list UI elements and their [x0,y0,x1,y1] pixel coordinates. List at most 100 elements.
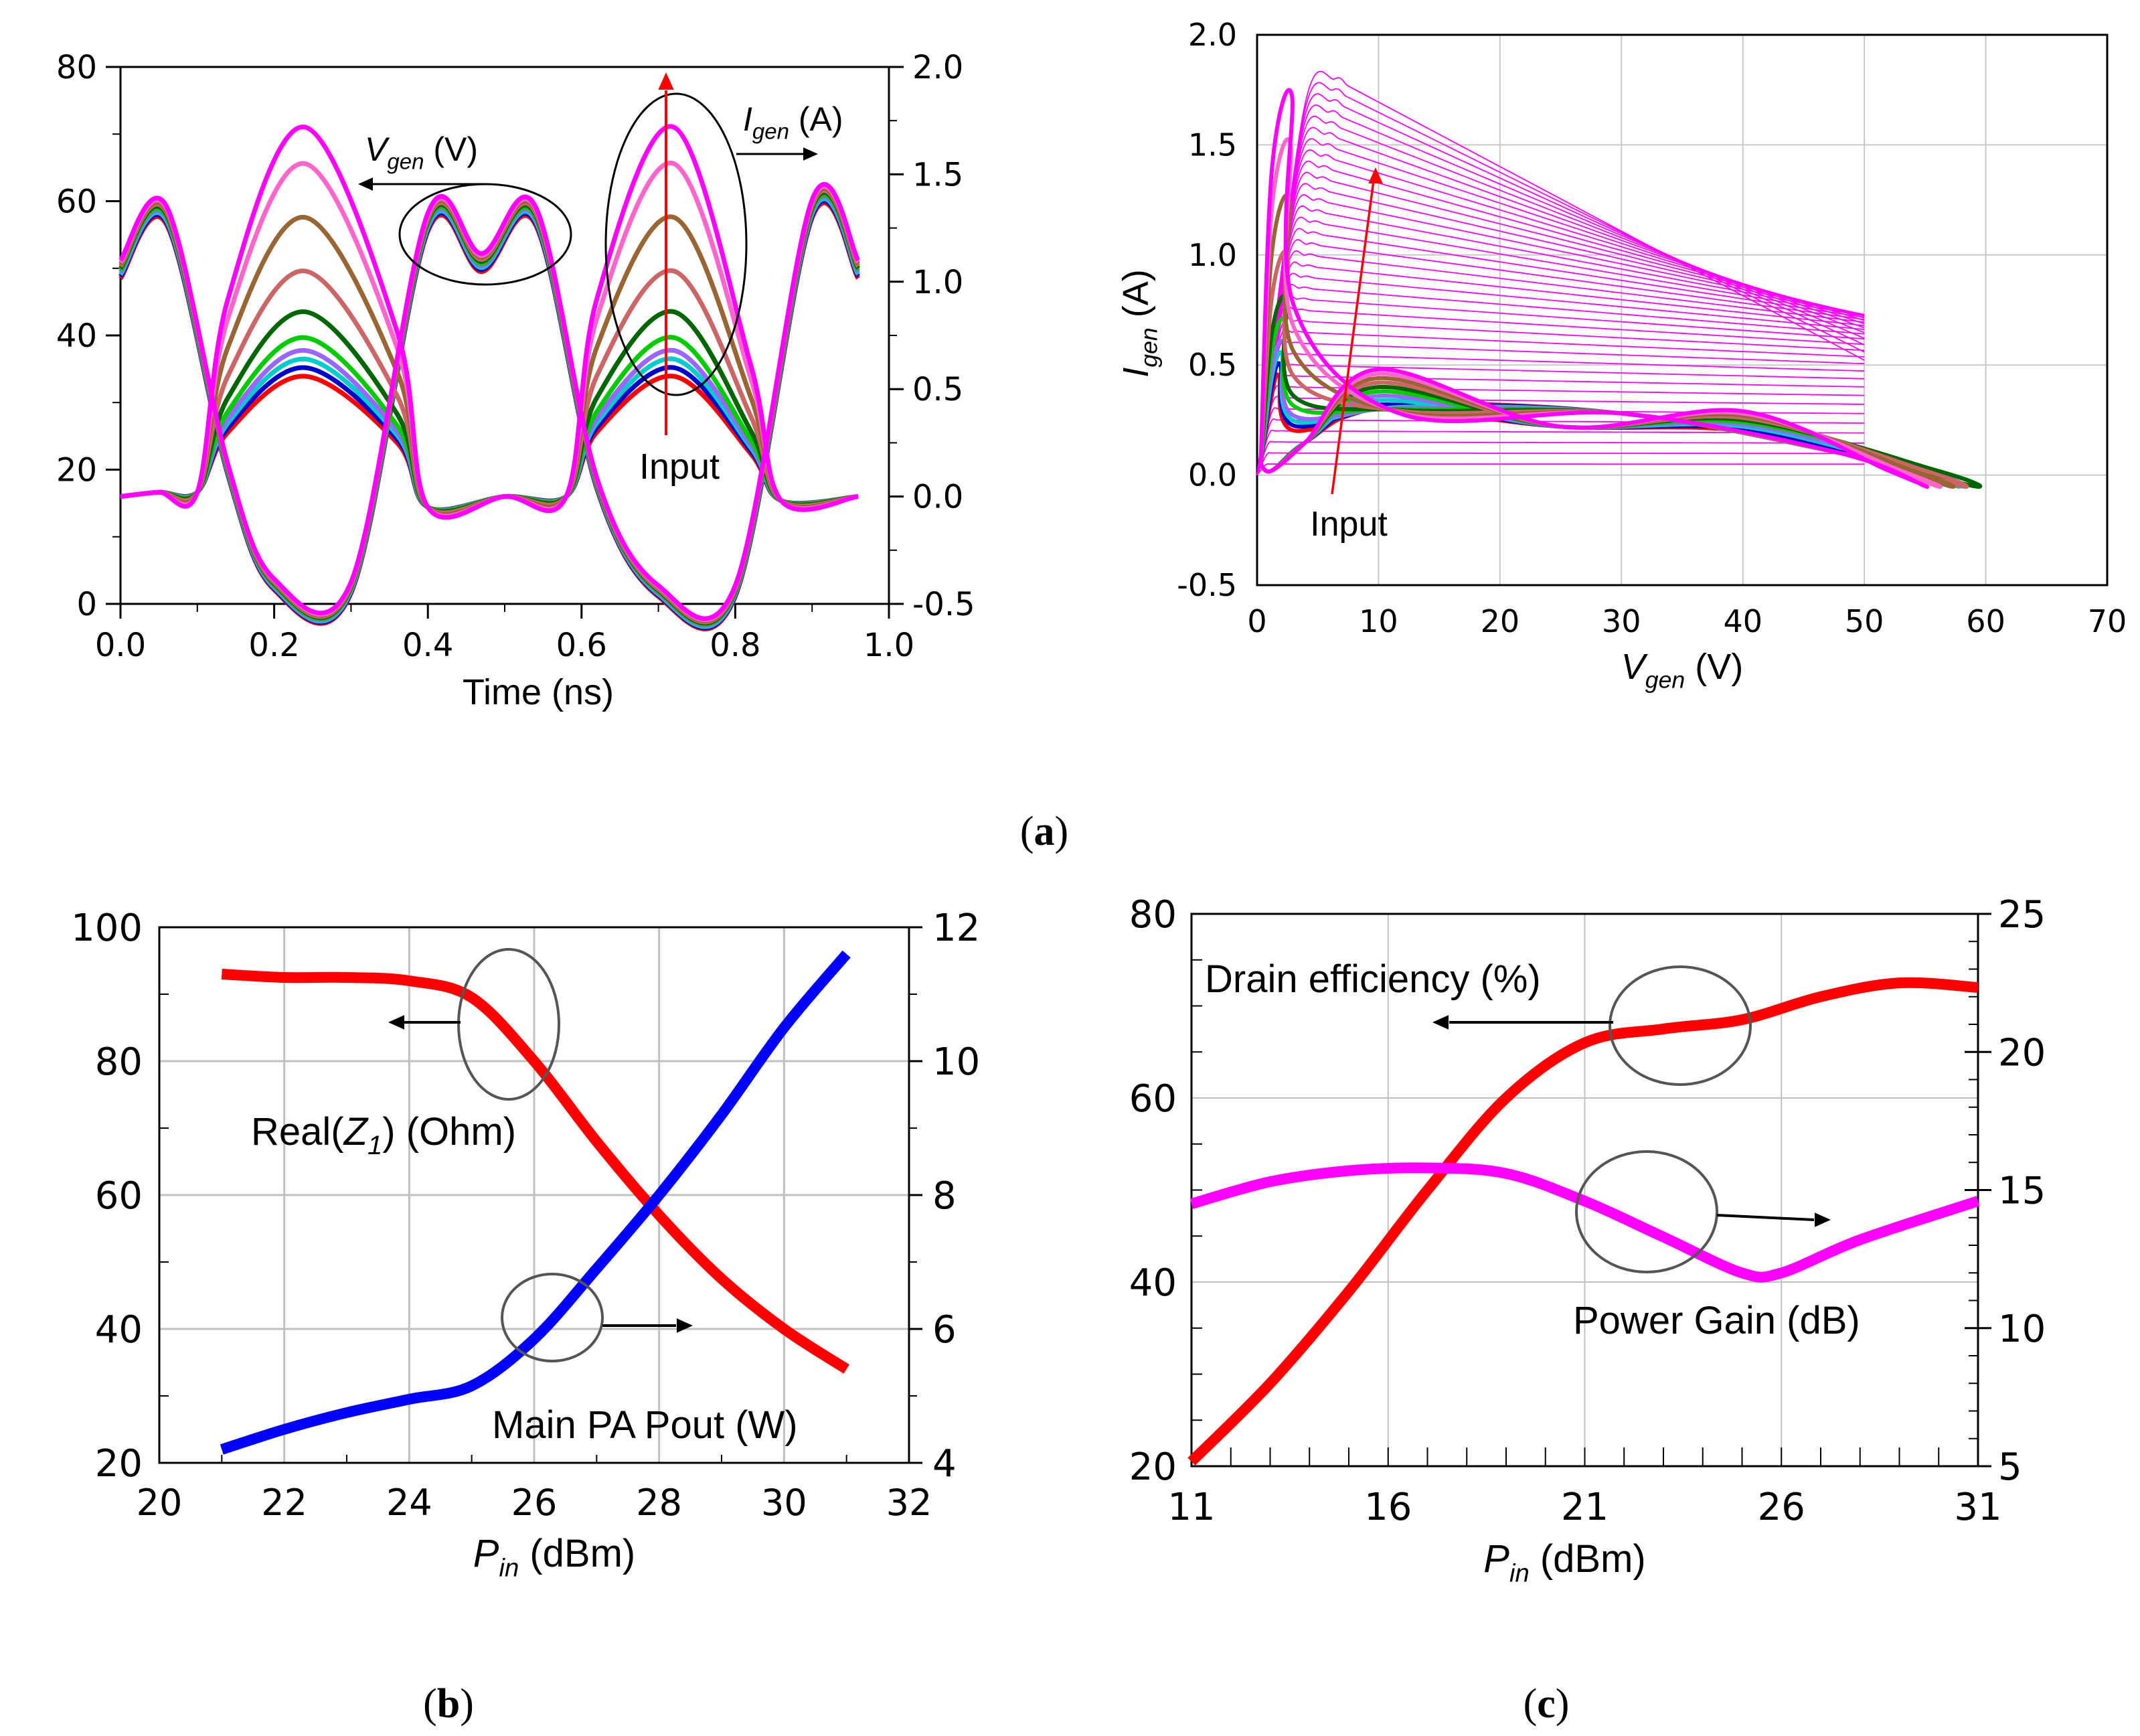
b-x-axis-label: Pin (dBm) [473,1532,635,1583]
panel-b-impedance-pout: 20 22 24 26 28 30 32 20 40 60 80 100 4 6 8 10 12 Pin (dBm… [71,906,980,1583]
b-x-tick-label: 28 [636,1482,682,1524]
c-power-gain-label: Power Gain (dB) [1573,1299,1860,1342]
c-y-right-tick-label: 15 [1998,1170,2046,1213]
a2-iv-curve [1256,339,1865,475]
a2-x-tick-label: 20 [1481,603,1520,639]
b-y-right-tick-label: 4 [932,1442,957,1486]
a2-y-axis-label: Igen (A) [1116,269,1163,377]
a1-current-ellipse [604,92,748,396]
a1-input-label: Input [639,447,720,487]
a2-x-axis-label: Vgen (V) [1621,647,1743,694]
c-y-right-tick-label: 25 [1998,893,2046,937]
b-x-tick-label: 32 [886,1482,932,1524]
c-gain-arrowhead [1815,1212,1831,1227]
b-x-tick-label: 24 [386,1482,432,1524]
a1-y-right-tick-label: -0.5 [912,586,975,623]
b-y-left-tick-label: 100 [71,906,143,950]
caption-a: (a) [1020,809,1068,854]
a1-y-right-tick-label: 0.5 [912,371,963,408]
a2-iv-curve [1256,261,1865,475]
a2-iv-curve [1256,317,1865,475]
b-plot-frame [158,926,910,1464]
b-pout-arrowhead [677,1318,693,1333]
a1-input-arrowhead [658,72,674,90]
a2-input-label: Input [1310,505,1388,544]
b-y-left-tick-label: 60 [95,1174,143,1218]
a2-iv-curve [1256,82,1865,475]
b-y-left-tick-label: 80 [95,1040,143,1084]
c-y-left-tick-label: 60 [1129,1077,1177,1121]
c-gain-ellipse [1575,1150,1718,1273]
a2-iv-curve [1256,272,1865,475]
b-x-tick-label: 30 [761,1482,807,1524]
c-x-tick-label: 31 [1954,1486,2001,1529]
a1-y-right-tick-label: 2.0 [912,49,963,86]
a2-input-arrow-line [1331,180,1375,495]
b-y-left-tick-label: 40 [95,1308,143,1352]
a2-y-tick-label: 1.5 [1188,127,1237,163]
c-x-tick-label: 16 [1364,1486,1412,1529]
c-y-left-tick-label: 80 [1129,893,1177,937]
a2-iv-curve [1256,441,1865,475]
a2-iv-curve [1256,250,1865,475]
b-main-pa-pout-line [220,950,851,1455]
a1-current-arrowhead [803,147,818,161]
a1-x-tick-label: 0.0 [95,627,146,664]
a1-voltage-arrowhead [358,177,373,191]
a1-current-label: Igen (A) [743,100,843,144]
b-y-right-tick-label: 10 [932,1040,980,1084]
a1-y-left-tick-label: 20 [56,452,97,489]
a2-iv-curve [1256,284,1865,475]
a1-voltage-line [118,182,861,621]
a2-y-tick-label: 0.0 [1188,457,1237,493]
c-drain-efficiency-line [1187,977,1979,1466]
c-y-right-tick-label: 20 [1998,1031,2046,1075]
b-y-right-tick-label: 6 [932,1308,957,1352]
c-x-tick-label: 26 [1758,1486,1805,1529]
panel-a1-time-waveforms: 0.0 0.2 0.4 0.6 0.8 1.0 0 20 40 60 80 -0.5 0.0 0.5 1.0… [56,49,975,712]
a2-iv-curve [1256,463,1865,476]
b-y-right-tick-label: 8 [932,1174,957,1218]
b-y-left-tick-label: 20 [95,1442,143,1486]
a2-iv-curve [1256,115,1865,475]
a1-x-tick-label: 0.2 [248,627,299,664]
c-gain-arrow-line [1716,1214,1815,1221]
b-x-tick-label: 22 [261,1482,307,1524]
a1-x-tick-label: 0.6 [556,627,607,664]
a2-plot-frame [1256,33,2109,586]
c-x-tick-label: 21 [1561,1486,1609,1529]
a1-x-tick-label: 0.4 [402,627,453,664]
a1-plot-frame [119,66,890,605]
a2-loadline-loop [1258,88,1930,489]
a1-y-right-tick-label: 0.0 [912,479,963,516]
a2-iv-curve [1256,452,1865,475]
a2-iv-curve [1256,351,1865,475]
a2-x-tick-label: 0 [1247,603,1266,639]
a2-iv-curve [1256,138,1865,475]
a2-iv-curve [1256,362,1865,475]
caption-c: (c) [1524,1681,1570,1727]
a1-y-right-tick-label: 1.0 [912,264,963,301]
c-y-left-tick-label: 20 [1129,1445,1177,1489]
a2-y-tick-label: -0.5 [1177,567,1237,603]
a1-current-line [120,124,859,520]
c-power-gain-line [1189,1162,1980,1283]
b-real-z1-label: Real(Z1) (Ohm) [251,1110,516,1160]
a1-y-left-tick-label: 0 [76,586,97,623]
a2-iv-curve [1256,93,1865,475]
a2-iv-curve [1256,127,1865,475]
c-efficiency-ellipse [1609,965,1752,1086]
c-x-axis-label: Pin (dBm) [1483,1537,1645,1588]
a1-x-axis-label: Time (ns) [463,672,614,712]
b-y-right-tick-label: 12 [932,906,980,950]
c-y-right-tick-label: 5 [1998,1445,2022,1489]
a2-input-arrowhead [1368,167,1383,183]
a2-y-tick-label: 0.5 [1188,347,1237,383]
c-x-tick-label: 11 [1167,1486,1215,1529]
c-y-right-tick-label: 10 [1998,1308,2046,1351]
a2-iv-curve [1256,228,1865,475]
caption-b: (b) [423,1681,474,1727]
a2-x-tick-label: 50 [1845,603,1884,639]
c-drain-efficiency-label: Drain efficiency (%) [1205,957,1541,1001]
